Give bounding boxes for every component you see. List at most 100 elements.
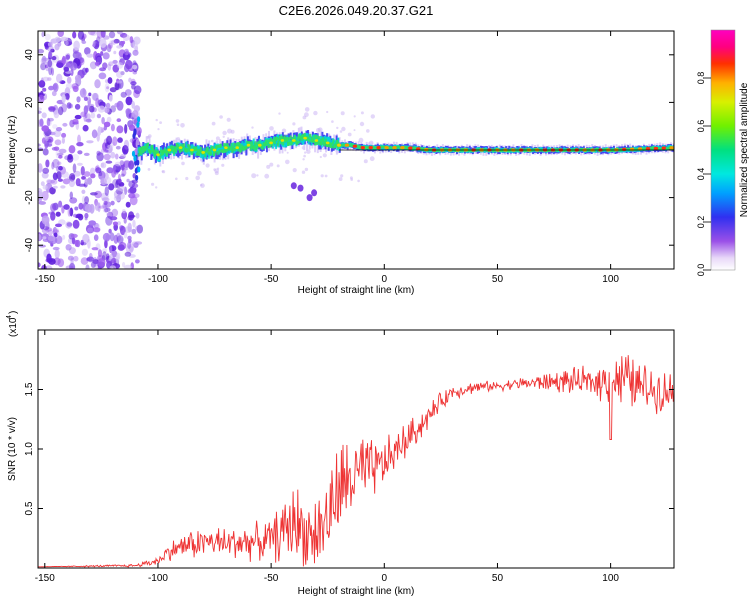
noise-speckle — [133, 40, 138, 50]
noise-speckle — [217, 167, 220, 170]
trace-band — [323, 140, 325, 146]
noise-speckle — [53, 229, 59, 234]
noise-speckle — [116, 118, 122, 123]
noise-speckle — [97, 126, 102, 136]
noise-speckle — [135, 259, 140, 264]
trace-band — [187, 144, 190, 149]
trace-band — [255, 146, 258, 151]
noise-speckle — [111, 208, 119, 217]
noise-speckle — [101, 197, 110, 202]
noise-speckle — [87, 177, 93, 185]
trace-hotspot — [645, 147, 651, 151]
noise-speckle — [120, 173, 125, 177]
noise-speckle — [222, 130, 227, 136]
colorbar-tick-label: 0.6 — [696, 120, 706, 133]
trace-band — [179, 148, 181, 154]
noise-speckle — [113, 234, 119, 244]
trace-band — [522, 148, 525, 151]
trace-band — [177, 144, 179, 148]
trace-band — [342, 143, 345, 146]
noise-speckle — [72, 85, 79, 93]
noise-speckle — [41, 190, 49, 201]
noise-speckle — [176, 123, 180, 126]
noise-speckle — [38, 107, 42, 111]
noise-speckle — [304, 151, 307, 154]
noise-speckle — [369, 156, 375, 162]
noise-speckle — [357, 179, 360, 183]
trace-band — [172, 150, 175, 155]
trace-band — [208, 151, 211, 156]
trace-band — [144, 147, 147, 151]
noise-speckle — [175, 177, 178, 181]
noise-speckle — [65, 82, 73, 90]
noise-speckle — [113, 223, 118, 231]
noise-speckle — [52, 172, 58, 181]
trace-band — [289, 135, 292, 140]
noise-speckle — [61, 137, 65, 144]
noise-speckle — [107, 63, 112, 71]
snr-x-axis: -150 -100 -50 0 50 100 — [35, 330, 619, 584]
trace-band — [548, 147, 550, 151]
trace-band — [226, 143, 229, 146]
noise-speckle — [80, 242, 87, 246]
trace-band — [648, 146, 651, 149]
spectrogram-x-axis: -150 -100 -50 0 50 100 — [35, 31, 619, 285]
trace-band — [357, 144, 360, 147]
noise-speckle — [63, 66, 70, 72]
trace-band — [298, 140, 301, 144]
noise-speckle — [123, 139, 130, 150]
noise-speckle — [124, 48, 129, 56]
trace-hotspot — [292, 139, 296, 142]
noise-speckle — [76, 142, 84, 147]
noise-speckle — [106, 253, 110, 261]
noise-speckle — [251, 173, 257, 179]
noise-speckle — [96, 113, 101, 119]
y-tick-label: 0 — [24, 147, 35, 153]
spectrogram-xlabel: Height of straight line (km) — [298, 285, 415, 296]
noise-speckle — [85, 105, 91, 111]
noise-speckle — [135, 241, 143, 245]
noise-speckle — [363, 159, 368, 164]
spectrogram-y-axis: -40 -20 0 20 40 — [24, 49, 674, 252]
noise-speckle — [105, 160, 113, 164]
noise-speckle — [304, 167, 309, 172]
trace-band — [253, 146, 255, 151]
trace-band — [149, 149, 152, 153]
noise-speckle — [78, 202, 84, 210]
trace-hotspot — [190, 148, 194, 152]
trace-hotspot — [661, 146, 666, 150]
noise-speckle — [90, 167, 96, 175]
noise-speckle — [117, 137, 123, 143]
trace-band — [526, 150, 528, 152]
noise-speckle — [303, 154, 306, 158]
trace-band — [310, 139, 313, 143]
noise-speckle — [104, 82, 110, 93]
noise-speckle — [131, 241, 140, 247]
noise-speckle — [322, 153, 327, 158]
trace-band — [291, 139, 293, 144]
noise-speckle — [80, 257, 89, 265]
trace-band — [356, 144, 359, 147]
trace-band — [325, 138, 327, 143]
noise-speckle — [74, 114, 82, 120]
trace-hotspot — [269, 141, 273, 145]
noise-speckle — [102, 62, 108, 69]
trace-band — [224, 143, 227, 147]
colorbar-tick-label: 0.0 — [696, 264, 706, 277]
noise-speckle — [100, 31, 106, 38]
trace-band — [314, 141, 317, 146]
noise-speckle — [276, 164, 280, 168]
noise-speckle — [349, 176, 353, 180]
trace-band — [652, 146, 655, 149]
noise-speckle — [269, 162, 274, 167]
noise-speckle — [119, 160, 124, 166]
trace-band — [297, 136, 300, 140]
noise-speckle — [115, 254, 120, 264]
noise-speckle — [69, 262, 76, 269]
noise-speckle — [100, 162, 107, 169]
noise-speckle — [119, 225, 126, 236]
noise-speckle — [48, 85, 54, 91]
trace-band — [318, 136, 321, 139]
noise-speckle — [86, 256, 95, 262]
noise-speckle — [83, 105, 89, 115]
